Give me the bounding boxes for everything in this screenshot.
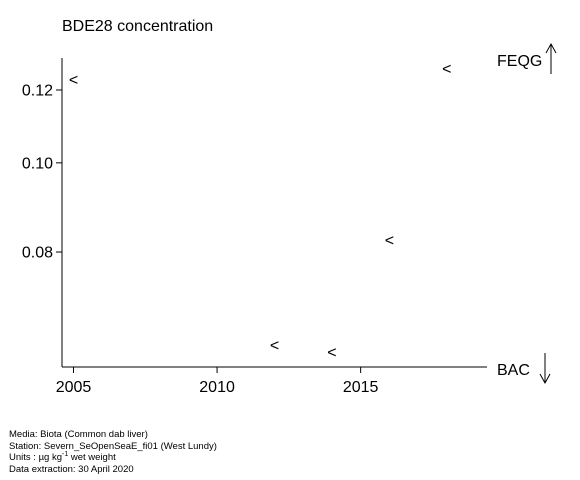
- y-tick-label: 0.08: [22, 245, 53, 262]
- footer-station: Station: Severn_SeOpenSeaE_fi01 (West Lu…: [9, 440, 217, 452]
- threshold-label: BAC: [497, 362, 530, 379]
- tick-labels: 0.08 0.10 0.12 2005 2010 2015: [22, 82, 379, 396]
- data-points: < < < < <: [69, 61, 452, 362]
- threshold-labels: FEQG BAC: [497, 42, 557, 385]
- data-point: <: [69, 72, 78, 89]
- chart-title: BDE28 concentration: [62, 18, 214, 35]
- footer-units: Units : µg kg-1 wet weight: [9, 450, 217, 464]
- y-tick-label: 0.12: [22, 82, 53, 99]
- footer-media: Media: Biota (Common dab liver): [9, 429, 148, 440]
- threshold-label: FEQG: [497, 53, 542, 70]
- threshold-arrow: [545, 42, 557, 74]
- y-tick-label: 0.10: [22, 155, 53, 172]
- axes: [56, 58, 487, 373]
- threshold-arrow: [539, 353, 551, 385]
- footer-extraction: Data extraction: 30 April 2020: [9, 463, 134, 475]
- footer-units-unit: µg kg: [38, 452, 62, 463]
- data-point: <: [270, 338, 279, 355]
- data-point: <: [442, 61, 451, 78]
- footer-units-prefix: Units :: [9, 452, 39, 463]
- data-point: <: [327, 345, 336, 362]
- x-tick-label: 2015: [343, 379, 379, 396]
- footer-units-suffix: wet weight: [68, 452, 116, 463]
- footer-units-exponent: -1: [62, 450, 69, 458]
- x-tick-label: 2010: [199, 379, 235, 396]
- data-point: <: [385, 233, 394, 250]
- x-tick-label: 2005: [56, 379, 92, 396]
- chart-footer: Media: Biota (Common dab liver) Station:…: [9, 429, 217, 475]
